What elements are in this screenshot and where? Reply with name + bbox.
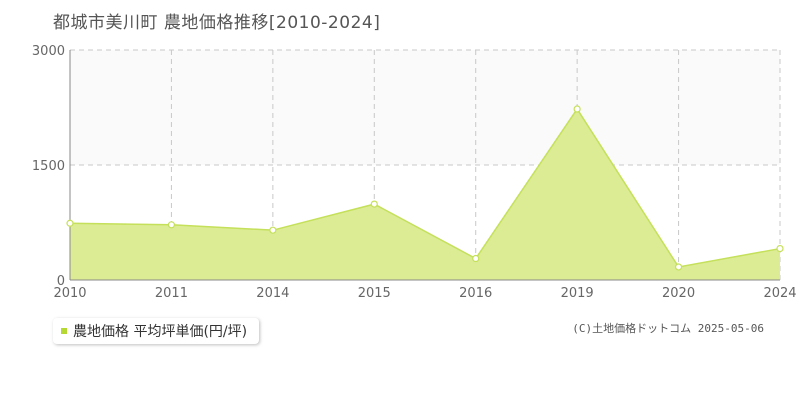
x-tick-label: 2016 [459, 286, 492, 301]
x-tick-label: 2024 [763, 286, 796, 301]
x-tick-label: 2019 [561, 286, 594, 301]
data-point [472, 254, 480, 263]
data-point [370, 200, 378, 208]
legend-swatch-icon [61, 328, 67, 334]
data-point [167, 221, 176, 229]
marker-layer [66, 105, 784, 271]
x-tick-label: 2010 [53, 286, 86, 301]
area-layer [69, 107, 781, 281]
y-tick-label: 0 [57, 274, 65, 289]
copyright-text: (C)土地価格ドットコム 2025-05-06 [572, 322, 764, 335]
upper-band [70, 50, 780, 165]
x-tick-label: 2014 [256, 286, 289, 301]
x-tick-label: 2020 [662, 286, 695, 301]
upper-band-layer [70, 50, 780, 165]
data-point [66, 219, 74, 227]
y-tick-label: 1500 [32, 159, 65, 174]
chart-title: 都城市美川町 農地価格推移[2010-2024] [53, 13, 381, 33]
data-point [269, 226, 277, 234]
legend: 農地価格 平均坪単価(円/坪) [53, 318, 260, 344]
x-tick-label: 2015 [358, 286, 391, 301]
area-fill [70, 109, 780, 281]
x-tick-label: 2011 [155, 286, 188, 301]
axis-layer [69, 50, 780, 281]
data-point [674, 263, 683, 271]
label-layer: 0 1500 3000 2010 2011 2014 2015 2016 2019 2020 202… [32, 44, 797, 301]
data-point [776, 244, 784, 253]
y-tick-label: 3000 [32, 44, 65, 59]
series-line [69, 107, 781, 268]
data-point [573, 105, 581, 113]
legend-label: 農地価格 平均坪単価(円/坪) [73, 324, 248, 340]
